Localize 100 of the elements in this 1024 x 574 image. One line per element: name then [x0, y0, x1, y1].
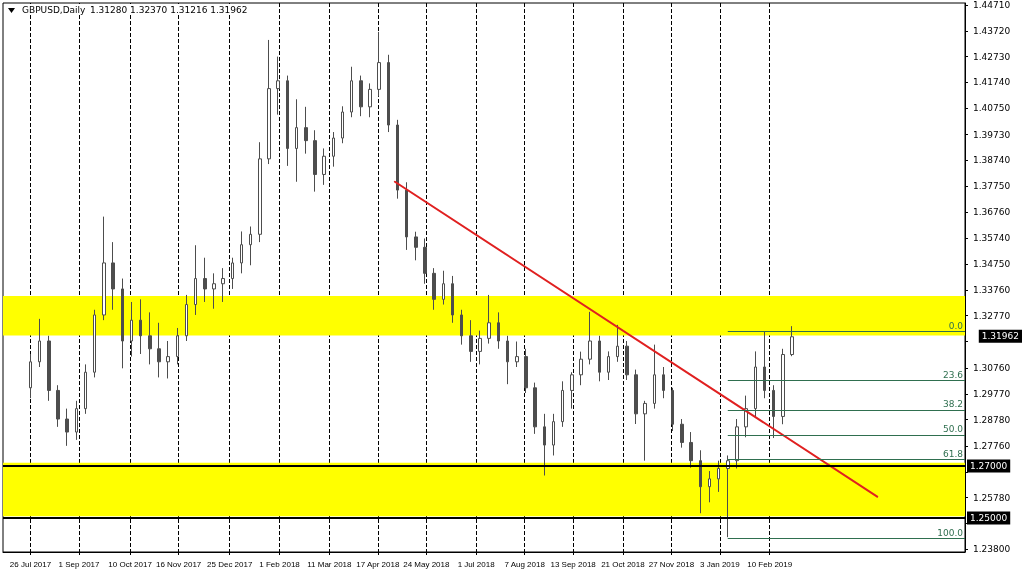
candlestick: [221, 267, 225, 303]
x-tick-label: 10 Oct 2017: [108, 559, 153, 569]
chart-subtitle: 1.31280 1.32370 1.31216 1.31962: [90, 4, 248, 15]
candlestick: [176, 327, 179, 365]
candlestick: [38, 318, 41, 368]
annotation: 61.8: [942, 449, 964, 460]
annotation: 38.2: [942, 399, 963, 410]
candlestick: [304, 106, 308, 155]
annotation: 100.0: [937, 527, 964, 538]
x-tick-label: 1 Sep 2017: [58, 559, 101, 569]
candlestick: [185, 294, 188, 342]
candlestick: [258, 141, 262, 243]
candlestick: [148, 311, 152, 365]
annotation: 0.0: [948, 321, 964, 332]
candlestick: [286, 75, 289, 167]
y-tick-label: 1.30760: [973, 363, 1011, 374]
candlestick: [497, 311, 500, 350]
candlestick: [84, 363, 87, 415]
candlestick: [772, 384, 775, 439]
candlestick: [194, 244, 197, 316]
y-tick-label: 1.43720: [973, 25, 1011, 36]
candlestick: [231, 257, 234, 290]
candlestick: [350, 66, 353, 118]
candlestick: [121, 278, 124, 369]
candlestick: [313, 129, 317, 193]
candlestick: [543, 413, 546, 476]
candlestick: [671, 387, 674, 432]
candlestick: [708, 470, 711, 503]
x-tick-label: 11 Mar 2018: [307, 559, 353, 569]
candlestick: [790, 325, 794, 357]
candlestick: [478, 330, 482, 365]
candlestick: [579, 351, 583, 386]
candlestick: [754, 350, 757, 419]
y-tick-label: 1.39730: [973, 129, 1011, 140]
candlestick: [625, 340, 629, 381]
candlestick: [561, 380, 564, 428]
candlestick: [377, 31, 381, 97]
candlestick: [598, 335, 601, 382]
candlestick: [570, 371, 574, 410]
candlestick: [451, 275, 454, 324]
annotation: 23.6: [942, 369, 964, 380]
candlestick: [763, 331, 766, 399]
candlestick: [533, 382, 537, 435]
candlestick: [735, 418, 739, 469]
candlestick: [29, 353, 32, 399]
annotation: 50.0: [942, 424, 964, 435]
candlestick: [111, 241, 115, 311]
y-tick-label: 1.35740: [973, 233, 1011, 244]
candlestick: [781, 348, 785, 425]
candlestick: [322, 147, 326, 186]
candlestick: [93, 309, 96, 378]
y-tick-label: 1.23800: [973, 544, 1011, 555]
candlestick: [460, 309, 463, 346]
chart-title: GBPUSD,Daily: [22, 4, 87, 15]
candlestick: [47, 335, 51, 402]
y-tick-label: 1.40750: [973, 103, 1011, 114]
candlestick: [332, 131, 335, 168]
candlestick: [359, 75, 363, 117]
candlestick: [432, 267, 436, 311]
candlestick: [249, 226, 252, 266]
candlestick: [130, 301, 133, 358]
ref-line-label: 1.25000: [970, 512, 1008, 523]
candlestick: [267, 39, 271, 165]
x-tick-label: 27 Nov 2018: [648, 559, 695, 569]
x-tick-label: 10 Feb 2019: [747, 559, 793, 569]
candlestick: [102, 216, 106, 321]
y-tick-label: 1.25780: [973, 492, 1011, 503]
candlestick: [396, 119, 399, 200]
candlestick: [689, 431, 693, 469]
candlestick: [442, 270, 445, 306]
y-tick-label: 1.42730: [973, 51, 1011, 62]
x-tick-label: 7 Aug 2018: [504, 559, 546, 569]
candlestick: [423, 237, 427, 285]
candlestick: [387, 54, 390, 133]
y-tick-label: 1.38740: [973, 155, 1011, 166]
x-tick-label: 13 Sep 2018: [550, 559, 597, 569]
y-tick-label: 1.34750: [973, 259, 1011, 270]
y-tick-label: 1.33760: [973, 284, 1011, 295]
x-tick-label: 24 May 2018: [403, 559, 450, 569]
x-tick-label: 26 Jul 2017: [9, 559, 52, 569]
candlestick: [240, 230, 243, 274]
candlestick: [726, 454, 730, 538]
candlestick: [56, 384, 60, 428]
candlestick: [616, 324, 619, 363]
candlestick: [212, 272, 216, 310]
candlestick: [65, 408, 69, 447]
candlestick: [414, 231, 418, 261]
candlestick: [276, 56, 280, 116]
candlestick: [643, 400, 647, 462]
candlestick: [295, 98, 298, 183]
candlestick: [166, 340, 170, 379]
x-tick-label: 21 Oct 2018: [601, 559, 646, 569]
candlestick: [368, 82, 372, 118]
candlestick: [487, 294, 491, 345]
x-tick-label: 3 Jan 2019: [700, 559, 741, 569]
candlestick: [717, 460, 720, 493]
y-tick-label: 1.27760: [973, 441, 1011, 452]
candlestick: [653, 344, 656, 410]
y-tick-label: 1.32770: [973, 310, 1011, 321]
x-tick-label: 17 Apr 2018: [356, 559, 400, 569]
